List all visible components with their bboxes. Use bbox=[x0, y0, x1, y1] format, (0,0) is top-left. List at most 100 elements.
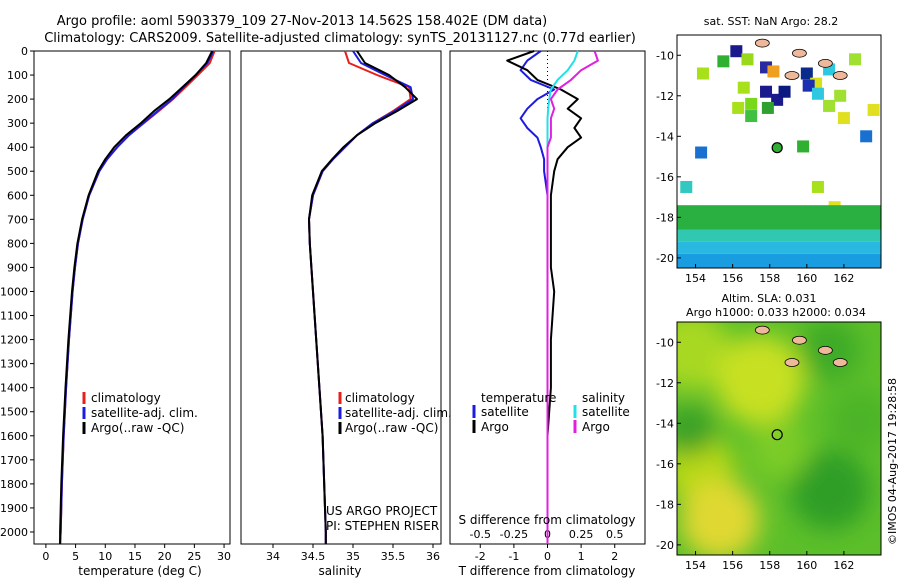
series-argo-raw-qc bbox=[308, 50, 418, 544]
pi-credit: PI: STEPHEN RISER bbox=[326, 519, 439, 533]
lon-tick-label: 156 bbox=[722, 559, 743, 572]
legend-title-temperature: temperature bbox=[481, 391, 556, 405]
legend-label-t-argo: Argo bbox=[481, 420, 509, 434]
x-tick-label: -2 bbox=[475, 550, 486, 563]
x-tick-label: 0 bbox=[544, 550, 551, 563]
depth-tick-label: 500 bbox=[7, 165, 28, 178]
depth-tick-label: 0 bbox=[21, 45, 28, 58]
island-outline bbox=[792, 48, 807, 58]
legend-label-satellite: satellite-adj. clim. bbox=[345, 406, 452, 420]
depth-tick-label: 1100 bbox=[0, 310, 28, 323]
salinity-plot: 34 34.5 35 35.5 36 bbox=[266, 50, 440, 563]
salinity-legend: climatology satellite-adj. clim. Argo(..… bbox=[338, 391, 452, 435]
sst-pixel bbox=[767, 65, 780, 78]
series-t-argo bbox=[506, 50, 583, 544]
project-credit: US ARGO PROJECT bbox=[326, 504, 438, 518]
temperature-plot: 0 5 10 15 20 25 30 bbox=[42, 50, 231, 563]
lon-tick-label: 154 bbox=[685, 559, 706, 572]
sst-band bbox=[677, 253, 881, 268]
sst-pixel bbox=[732, 101, 745, 114]
x-tick-label: 15 bbox=[128, 550, 142, 563]
legend-label-t-satellite: satellite bbox=[481, 405, 529, 419]
sst-band bbox=[677, 205, 881, 230]
s-tick-label: -0.25 bbox=[500, 528, 528, 541]
depth-tick-label: 200 bbox=[7, 93, 28, 106]
island-outline bbox=[754, 325, 770, 335]
temperature-xlabel: temperature (deg C) bbox=[78, 564, 201, 578]
temperature-legend: climatology satellite-adj. clim. Argo(..… bbox=[82, 391, 198, 435]
depth-tick-label: 1000 bbox=[0, 285, 28, 298]
lon-tick-label: 160 bbox=[796, 272, 817, 285]
sst-map bbox=[677, 38, 881, 268]
series-s-satellite bbox=[546, 50, 579, 544]
lon-tick-label: 162 bbox=[833, 559, 854, 572]
x-tick-label: 36 bbox=[426, 550, 440, 563]
sla-map-axes: 154 156 158 160 162 -10 -12 -14 -16 -18 -20 bbox=[656, 336, 854, 572]
legend-label-climatology: climatology bbox=[91, 391, 161, 405]
depth-tick-label: 1200 bbox=[0, 334, 28, 347]
sst-map-frame bbox=[676, 34, 882, 269]
lat-tick-label: -20 bbox=[656, 252, 674, 265]
s-tick-label: 0.5 bbox=[606, 528, 624, 541]
island-outline bbox=[817, 345, 833, 355]
legend-label-argo: Argo(..raw -QC) bbox=[91, 421, 184, 435]
sst-pixel bbox=[797, 140, 810, 153]
x-tick-label: 0 bbox=[42, 550, 49, 563]
depth-tick-label: 1800 bbox=[0, 478, 28, 491]
sst-band bbox=[677, 229, 881, 242]
sla-blob bbox=[677, 405, 715, 455]
depth-tick-label: 700 bbox=[7, 213, 28, 226]
series-s-argo bbox=[546, 50, 599, 544]
depth-tick-label: 1300 bbox=[0, 358, 28, 371]
legend-title-salinity: salinity bbox=[582, 391, 625, 405]
x-tick-label: 2 bbox=[611, 550, 618, 563]
title-line-2: Climatology: CARS2009. Satellite-adjuste… bbox=[44, 31, 636, 46]
series-satellite-adj-clim bbox=[59, 50, 215, 545]
temperature-panel bbox=[33, 50, 231, 545]
lat-tick-label: -12 bbox=[656, 377, 674, 390]
depth-tick-label: 900 bbox=[7, 261, 28, 274]
island-outline bbox=[832, 71, 848, 80]
sst-pixel bbox=[730, 45, 743, 58]
title-line-1: Argo profile: aoml 5903379_109 27-Nov-20… bbox=[57, 14, 548, 29]
x-tick-label: 34 bbox=[266, 550, 280, 563]
legend-label-climatology: climatology bbox=[345, 391, 415, 405]
depth-tick-label: 1700 bbox=[0, 454, 28, 467]
s-difference-xlabel: S difference from climatology bbox=[459, 513, 636, 527]
sla-blob bbox=[680, 480, 760, 555]
lon-tick-label: 162 bbox=[833, 272, 854, 285]
sst-map-axes: 154 156 158 160 162 -10 -12 -14 -16 -18 -20 bbox=[656, 49, 854, 285]
difference-legend: temperature satellite Argo salinity sate… bbox=[472, 391, 630, 434]
depth-tick-label: 1400 bbox=[0, 382, 28, 395]
series-argo-raw-qc bbox=[59, 50, 214, 544]
sst-band bbox=[677, 241, 881, 254]
lon-tick-label: 160 bbox=[796, 559, 817, 572]
x-tick-label: 5 bbox=[72, 550, 79, 563]
legend-label-argo: Argo(..raw -QC) bbox=[345, 421, 438, 435]
island-outline bbox=[784, 71, 800, 80]
sst-pixel bbox=[717, 55, 730, 68]
lat-tick-label: -16 bbox=[656, 171, 674, 184]
lat-tick-label: -10 bbox=[656, 336, 674, 349]
depth-tick-label: 2000 bbox=[0, 526, 28, 539]
depth-tick-label: 600 bbox=[7, 189, 28, 202]
sst-pixel bbox=[760, 61, 773, 74]
x-tick-label: 25 bbox=[187, 550, 201, 563]
island-outline bbox=[784, 358, 800, 367]
depth-axis: 0 100 200 300 400 500 600 700 800 900 1000 1100 1200… bbox=[0, 45, 34, 539]
sst-pixel bbox=[867, 103, 880, 116]
t-difference-xlabel: T difference from climatology bbox=[458, 564, 636, 578]
sst-pixel bbox=[837, 112, 850, 125]
difference-plot: -2 -1 0 1 2-0.5 -0.25 0 0.25 0.5 bbox=[470, 50, 624, 563]
depth-tick-label: 300 bbox=[7, 117, 28, 130]
depth-tick-label: 1600 bbox=[0, 430, 28, 443]
lat-tick-label: -14 bbox=[656, 417, 674, 430]
depth-tick-label: 400 bbox=[7, 141, 28, 154]
sst-pixel bbox=[860, 130, 873, 143]
x-tick-label: -1 bbox=[508, 550, 519, 563]
sla-map-frame bbox=[676, 321, 882, 556]
lat-tick-label: -14 bbox=[656, 130, 674, 143]
sst-pixel bbox=[802, 79, 815, 92]
sst-pixel bbox=[695, 146, 708, 159]
